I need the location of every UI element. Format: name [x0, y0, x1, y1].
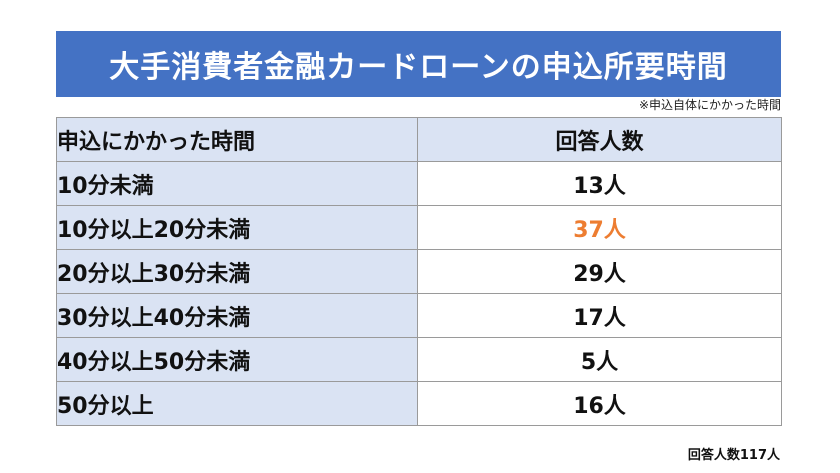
table-row: 10分未満 13人 [56, 161, 782, 206]
time-cell: 30分以上40分未満 [56, 293, 418, 338]
header-time: 申込にかかった時間 [56, 117, 418, 162]
table-row: 20分以上30分未満 29人 [56, 249, 782, 294]
footnote: ※申込自体にかかった時間 [638, 98, 781, 112]
time-cell: 20分以上30分未満 [56, 249, 418, 294]
time-cell: 40分以上50分未満 [56, 337, 418, 382]
count-cell: 13人 [417, 161, 782, 206]
title-banner: 大手消費者金融カードローンの申込所要時間 [56, 31, 781, 97]
table-row: 30分以上40分未満 17人 [56, 293, 782, 338]
count-cell: 17人 [417, 293, 782, 338]
table-row: 40分以上50分未満 5人 [56, 337, 782, 382]
table-header-row: 申込にかかった時間 回答人数 [56, 117, 782, 162]
time-cell: 10分以上20分未満 [56, 205, 418, 250]
time-cell: 50分以上 [56, 381, 418, 426]
time-cell: 10分未満 [56, 161, 418, 206]
table-row: 10分以上20分未満 37人 [56, 205, 782, 250]
table-row: 50分以上 16人 [56, 381, 782, 426]
count-cell: 16人 [417, 381, 782, 426]
count-cell: 5人 [417, 337, 782, 382]
count-cell: 29人 [417, 249, 782, 294]
response-time-table: 申込にかかった時間 回答人数 10分未満 13人 10分以上20分未満 37人 … [56, 117, 782, 426]
count-cell-highlight: 37人 [417, 205, 782, 250]
total-respondents: 回答人数117人 [687, 448, 780, 463]
page-title: 大手消費者金融カードローンの申込所要時間 [109, 50, 728, 85]
header-count: 回答人数 [417, 117, 782, 162]
